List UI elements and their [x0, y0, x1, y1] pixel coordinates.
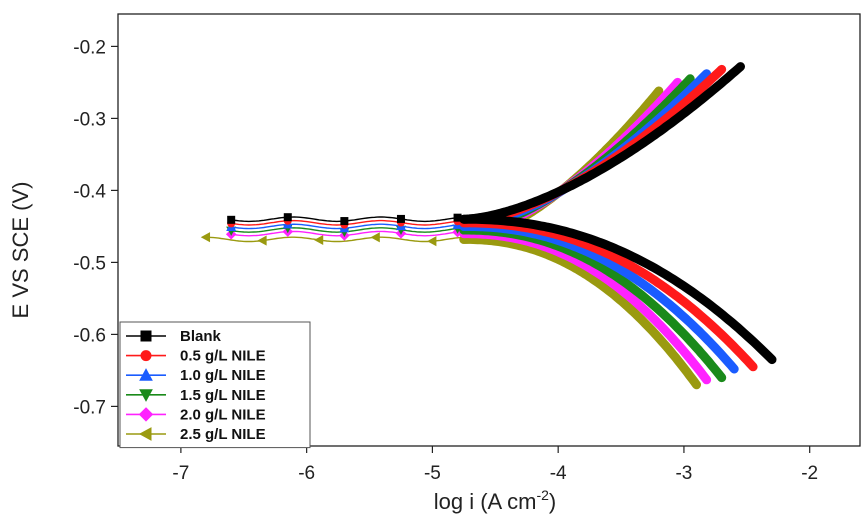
data-point	[396, 214, 405, 223]
data-point	[227, 215, 236, 224]
x-tick-label: -4	[550, 463, 567, 484]
legend-marker	[140, 330, 152, 342]
legend-marker	[140, 350, 152, 362]
legend: Blank 0.5 g/L NILE 1.0 g/L NILE 1.5 g/L NIL…	[119, 321, 311, 449]
series-blank	[227, 62, 777, 365]
y-tick-label: -0.7	[73, 397, 106, 418]
legend-marker	[139, 368, 153, 381]
legend-item: 2.5 g/L NILE	[126, 426, 266, 443]
anodic-branch	[459, 62, 745, 224]
plot-area	[117, 13, 861, 447]
legend-item: 1.0 g/L NILE	[126, 367, 266, 384]
x-tick-label: -5	[424, 463, 441, 484]
legend-item: 1.5 g/L NILE	[126, 387, 266, 404]
data-point	[283, 213, 292, 222]
data-point	[257, 235, 267, 246]
x-tick-label: -7	[172, 463, 189, 484]
curves-layer	[200, 62, 777, 390]
x-tick-label: -3	[675, 463, 692, 484]
legend-label: 0.5 g/L NILE	[180, 348, 266, 365]
legend-box	[119, 321, 311, 449]
legend-marker	[139, 389, 153, 402]
x-axis-label-close: )	[549, 489, 556, 514]
y-axis: -0.2 -0.3 -0.4 -0.5 -0.6 -0.7	[73, 37, 118, 418]
legend-label: 2.0 g/L NILE	[180, 406, 266, 423]
legend-label: 1.0 g/L NILE	[180, 367, 266, 384]
cathodic-branch	[459, 214, 777, 365]
x-axis-label: log i (A cm-2)	[434, 487, 556, 514]
cathodic-branch	[459, 234, 701, 390]
plateau-line	[205, 236, 463, 243]
legend-label: 2.5 g/L NILE	[180, 426, 266, 443]
legend-label: Blank	[180, 328, 222, 345]
data-point	[370, 232, 380, 243]
x-axis-label-main: log i (A cm	[434, 489, 537, 514]
data-point	[313, 234, 324, 246]
legend-marker	[138, 427, 152, 441]
x-axis-label-superscript: -2	[536, 487, 549, 503]
data-point	[453, 213, 462, 222]
data-point	[200, 232, 211, 243]
x-axis: -7 -6 -5 -4 -3 -2	[172, 446, 818, 484]
y-tick-label: -0.3	[73, 109, 106, 130]
y-tick-label: -0.4	[73, 181, 106, 202]
data-point	[340, 217, 349, 226]
legend-marker	[138, 407, 154, 422]
legend-label: 1.5 g/L NILE	[180, 387, 266, 404]
y-axis-label: E VS SCE (V)	[8, 182, 33, 319]
data-point	[427, 236, 437, 247]
legend-item: 0.5 g/L NILE	[126, 348, 266, 365]
y-tick-label: -0.5	[73, 253, 106, 274]
x-tick-label: -2	[801, 463, 818, 484]
legend-item: 2.0 g/L NILE	[126, 406, 266, 423]
legend-item: Blank	[126, 328, 222, 345]
y-tick-label: -0.6	[73, 325, 106, 346]
y-tick-label: -0.2	[73, 37, 106, 58]
x-tick-label: -6	[298, 463, 315, 484]
